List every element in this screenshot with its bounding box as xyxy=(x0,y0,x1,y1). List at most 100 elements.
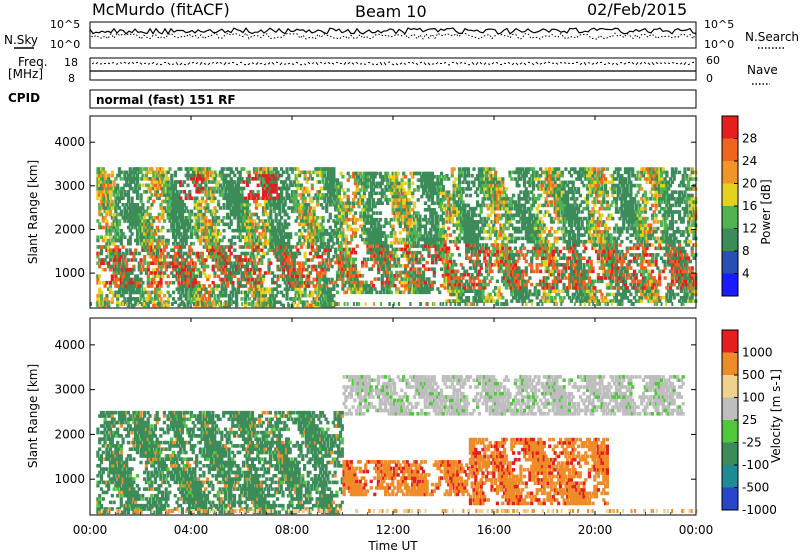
echo-cell xyxy=(253,280,257,285)
echo-cell xyxy=(154,290,158,295)
echo-cell xyxy=(305,209,309,214)
echo-cell xyxy=(283,251,287,256)
echo-cell xyxy=(123,254,127,259)
echo-cell xyxy=(287,254,291,259)
echo-cell xyxy=(108,241,113,246)
echo-cell xyxy=(150,228,154,233)
echo-cell xyxy=(152,300,156,304)
echo-cell xyxy=(163,271,167,275)
echo-cell xyxy=(159,170,163,175)
echo-cell xyxy=(276,258,280,262)
echo-cell xyxy=(254,248,258,252)
echo-cell xyxy=(224,193,228,197)
beam-title: Beam 10 xyxy=(355,2,427,21)
echo-cell xyxy=(199,186,203,191)
echo-cell xyxy=(209,232,213,236)
echo-cell xyxy=(432,280,436,285)
echo-cell xyxy=(235,183,239,188)
echo-cell xyxy=(227,193,231,197)
echo-cell xyxy=(130,219,134,223)
echo-cell xyxy=(244,203,248,207)
echo-cell xyxy=(448,253,453,257)
echo-cell xyxy=(319,225,323,230)
echo-cell xyxy=(310,245,314,249)
echo-cell xyxy=(159,173,163,178)
echo-cell xyxy=(197,238,201,243)
echo-cell xyxy=(249,251,253,256)
echo-cell xyxy=(175,287,179,291)
echo-cell xyxy=(463,226,467,231)
echo-cell xyxy=(420,244,424,248)
echo-cell xyxy=(422,290,426,295)
echo-cell xyxy=(163,258,167,262)
echo-cell xyxy=(229,203,233,207)
echo-cell xyxy=(103,216,107,220)
echo-cell xyxy=(348,260,352,265)
echo-cell xyxy=(384,241,388,245)
echo-cell xyxy=(375,211,379,215)
echo-cell xyxy=(182,228,186,233)
echo-cell xyxy=(371,241,375,245)
echo-cell xyxy=(213,212,217,217)
echo-cell xyxy=(314,238,318,243)
echo-cell xyxy=(150,232,154,236)
echo-cell xyxy=(262,277,266,282)
echo-cell xyxy=(271,235,275,239)
echo-cell xyxy=(211,254,215,259)
echo-cell xyxy=(116,258,120,262)
echo-cell xyxy=(130,216,134,220)
echo-cell xyxy=(334,204,338,209)
echo-cell xyxy=(247,203,251,207)
echo-cell xyxy=(346,277,350,281)
echo-cell xyxy=(393,231,397,235)
echo-cell xyxy=(319,290,323,295)
echo-cell xyxy=(231,267,235,272)
echo-cell xyxy=(240,209,244,214)
echo-cell xyxy=(123,280,127,285)
echo-cell xyxy=(323,173,327,178)
echo-cell xyxy=(303,293,307,298)
nave-trace-mark xyxy=(135,61,139,64)
echo-cell xyxy=(211,180,215,184)
echo-cell xyxy=(236,212,240,217)
echo-cell xyxy=(217,219,221,223)
echo-cell xyxy=(220,251,224,256)
echo-cell xyxy=(208,219,212,223)
echo-cell xyxy=(312,297,316,301)
echo-cell xyxy=(294,203,298,207)
echo-cell xyxy=(256,300,260,304)
echo-cell xyxy=(238,228,242,233)
echo-cell xyxy=(368,250,372,255)
echo-cell xyxy=(135,241,140,246)
echo-cell xyxy=(454,213,458,218)
echo-cell xyxy=(98,225,102,230)
echo-cell xyxy=(366,217,370,222)
echo-cell xyxy=(226,183,230,188)
echo-cell xyxy=(290,284,295,288)
echo-cell xyxy=(436,224,440,229)
echo-cell xyxy=(334,221,338,225)
echo-cell xyxy=(262,196,266,201)
echo-cell xyxy=(148,271,152,275)
echo-cell xyxy=(98,212,102,217)
echo-cell xyxy=(316,248,320,252)
echo-cell xyxy=(179,251,183,256)
echo-cell xyxy=(404,280,408,285)
echo-cell xyxy=(391,277,395,281)
echo-cell xyxy=(303,235,307,239)
echo-cell xyxy=(317,254,322,259)
echo-cell xyxy=(184,293,188,298)
echo-cell xyxy=(231,170,235,175)
echo-cell xyxy=(393,247,397,252)
echo-cell xyxy=(283,203,287,207)
echo-cell xyxy=(260,284,264,288)
echo-cell xyxy=(416,211,420,215)
echo-cell xyxy=(263,303,267,308)
echo-cell xyxy=(405,270,409,275)
echo-cell xyxy=(430,280,435,285)
echo-cell xyxy=(404,244,408,248)
echo-cell xyxy=(334,184,338,189)
echo-cell xyxy=(400,208,404,212)
echo-cell xyxy=(463,177,467,181)
echo-cell xyxy=(434,227,438,232)
